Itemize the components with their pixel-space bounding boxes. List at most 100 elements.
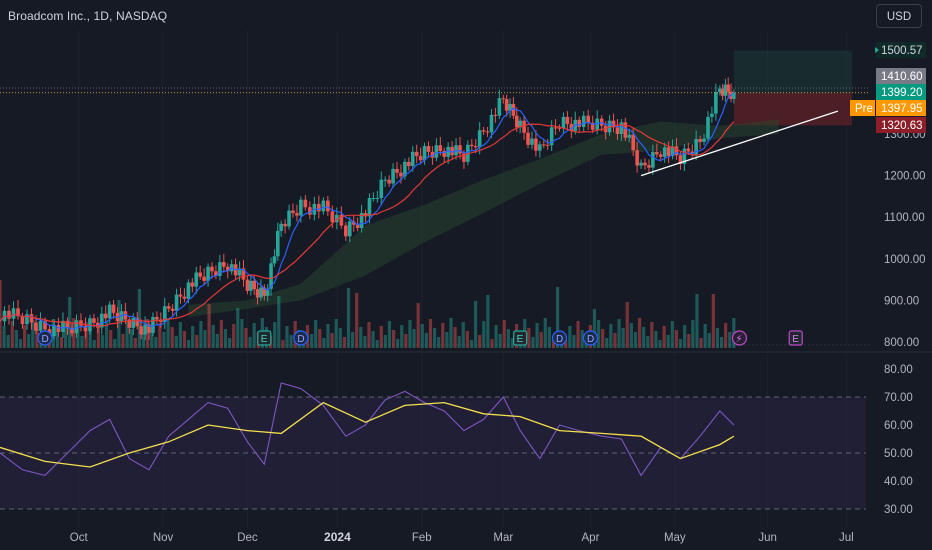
dividend-label: D <box>297 334 304 345</box>
candle-body <box>481 130 486 132</box>
candle-body <box>541 144 546 146</box>
y-tick-label: 1200.00 <box>884 171 926 183</box>
candle-body <box>698 138 702 142</box>
volume-bar <box>314 320 318 348</box>
candle-body <box>647 165 651 168</box>
volume-bar <box>318 329 322 348</box>
volume-bar <box>687 334 691 348</box>
y-tick-label: 800.00 <box>884 337 919 349</box>
volume-bar <box>539 332 543 348</box>
candle-body <box>151 317 155 333</box>
volume-bar <box>342 337 346 348</box>
volume-bar <box>535 323 539 348</box>
volume-bar <box>141 333 146 348</box>
chart-title: Broadcom Inc., 1D, NASDAQ <box>8 9 168 23</box>
candle-body <box>477 130 482 148</box>
volume-bar <box>576 321 580 348</box>
candle-body <box>210 266 214 272</box>
volume-bar <box>96 326 100 348</box>
volume-bar <box>699 338 703 348</box>
volume-bar <box>691 320 695 348</box>
candle-body <box>162 306 167 323</box>
candle-body <box>462 153 466 162</box>
candle-body <box>497 98 502 116</box>
volume-bar <box>289 335 293 348</box>
x-tick-label: Jun <box>758 532 777 544</box>
volume-bar <box>84 322 88 348</box>
candle-body <box>241 268 246 280</box>
candle-body <box>249 280 253 291</box>
candle-body <box>717 88 722 92</box>
candle-body <box>11 308 16 319</box>
x-tick-label: Feb <box>412 532 432 544</box>
volume-bar <box>6 335 10 348</box>
volume-bar <box>379 326 383 348</box>
volume-bar <box>76 327 80 348</box>
volume-bar <box>506 329 510 348</box>
candle-body <box>611 120 616 128</box>
volume-bar <box>396 339 400 348</box>
volume-bar <box>0 280 2 348</box>
volume-bar <box>674 330 679 348</box>
volume-bar <box>223 329 228 348</box>
volume-bar <box>715 328 720 348</box>
candle-body <box>655 151 659 155</box>
volume-bar <box>375 340 379 348</box>
candle-body <box>139 326 143 335</box>
volume-bar <box>252 323 256 348</box>
candle-body <box>291 210 295 214</box>
volume-bar <box>322 338 326 348</box>
currency-selector[interactable]: USD <box>876 4 922 28</box>
volume-bar <box>625 302 629 348</box>
volume-bar <box>400 325 404 348</box>
candle-body <box>549 127 554 146</box>
stop-zone <box>733 92 852 126</box>
trendline <box>640 110 839 177</box>
candle-body <box>375 198 380 200</box>
volume-bar <box>166 318 170 348</box>
earnings-label: E <box>792 334 799 345</box>
volume-bar <box>244 328 248 348</box>
volume-bar <box>465 331 469 348</box>
volume-bar <box>63 323 68 348</box>
candle-body <box>399 172 403 177</box>
candle-body <box>489 114 494 133</box>
volume-bar <box>121 334 125 348</box>
candle-body <box>359 213 364 229</box>
earnings-label: E <box>261 334 268 345</box>
candle-body <box>702 138 706 142</box>
volume-bar <box>453 327 457 348</box>
volume-bar <box>424 333 428 348</box>
premarket-prefix: Pre <box>855 103 873 115</box>
volume-bar <box>416 303 420 348</box>
volume-bar <box>18 339 23 348</box>
candle-body <box>635 150 639 166</box>
candle-body <box>166 306 171 309</box>
x-tick-label: Jul <box>839 532 854 544</box>
volume-bar <box>2 326 6 348</box>
candle-body <box>351 221 356 225</box>
volume-bar <box>654 331 658 348</box>
candle-body <box>70 327 74 334</box>
candle-body <box>170 308 175 311</box>
volume-bar <box>662 326 666 348</box>
candle-body <box>190 282 195 287</box>
volume-bar <box>637 318 642 348</box>
volume-bar <box>580 330 584 348</box>
volume-bar <box>543 318 547 348</box>
candle-body <box>269 263 273 289</box>
base-line <box>0 121 735 327</box>
candle-body <box>355 224 360 229</box>
volume-bar <box>666 335 670 348</box>
candle-body <box>303 199 308 208</box>
candle-body <box>418 156 423 161</box>
volume-bar <box>113 339 117 348</box>
volume-bar <box>191 326 195 348</box>
dividend-marker <box>551 330 568 346</box>
volume-bar <box>457 336 461 348</box>
volume-bar <box>441 323 445 348</box>
candle-body <box>65 320 70 328</box>
candle-body <box>344 225 348 237</box>
price-tag: 1500.57 <box>881 45 923 57</box>
